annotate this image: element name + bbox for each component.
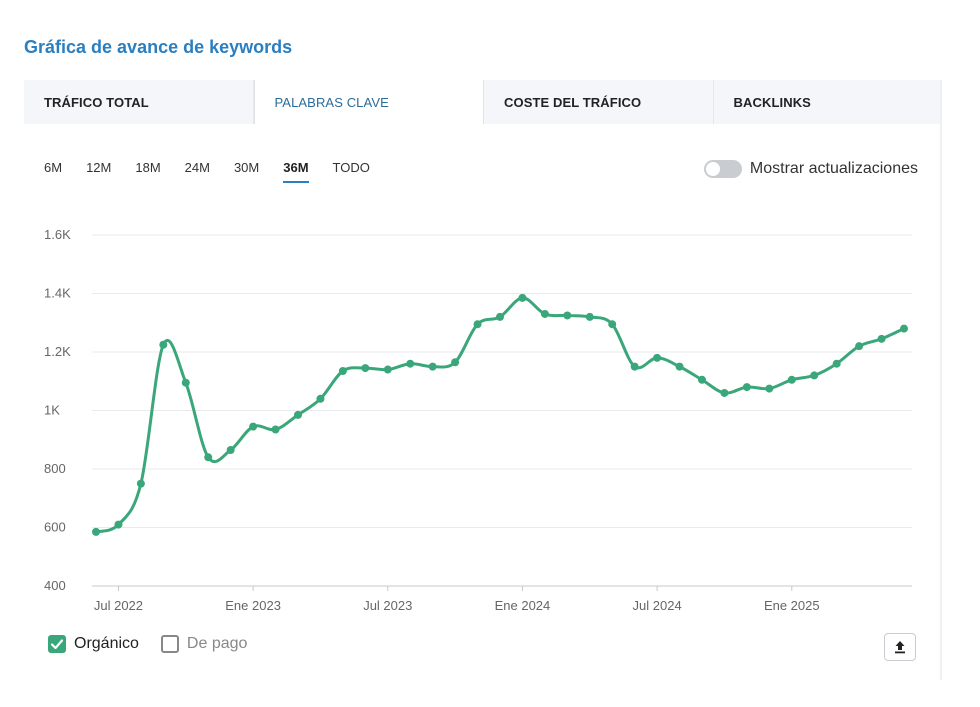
data-point (451, 358, 460, 367)
data-point (608, 320, 617, 329)
data-point (720, 388, 729, 397)
y-tick-label: 600 (44, 520, 66, 535)
data-point (630, 362, 639, 371)
data-point (428, 362, 437, 371)
export-button[interactable] (884, 633, 916, 661)
data-point (338, 367, 347, 376)
legend: Orgánico De pago (48, 635, 269, 653)
range-6m[interactable]: 6M (44, 160, 63, 175)
chart-panel: TRÁFICO TOTAL PALABRAS CLAVE COSTE DEL T… (24, 80, 942, 680)
tab-backlinks[interactable]: BACKLINKS (733, 94, 811, 110)
data-point (226, 445, 235, 454)
updates-toggle-group: Mostrar actualizaciones (703, 160, 918, 178)
data-point (496, 312, 504, 321)
data-point (204, 453, 213, 462)
data-point (877, 334, 886, 343)
x-tick-label: Ene 2023 (225, 598, 281, 613)
panel-edge (940, 80, 942, 680)
de-pago-checkbox[interactable] (160, 635, 179, 653)
tab-coste-trafico[interactable]: COSTE DEL TRÁFICO (484, 80, 714, 124)
x-tick-label: Jul 2023 (363, 598, 412, 613)
x-tick-label: Ene 2024 (495, 598, 551, 613)
data-point (92, 527, 100, 536)
range-18m[interactable]: 18M (135, 160, 161, 175)
x-tick-label: Jul 2024 (633, 598, 682, 613)
data-point (316, 394, 325, 403)
data-point (271, 425, 280, 434)
data-point (585, 312, 594, 321)
data-point (249, 422, 258, 431)
tab-bar: TRÁFICO TOTAL PALABRAS CLAVE COSTE DEL T… (24, 80, 942, 124)
check-icon (50, 639, 64, 650)
range-30m[interactable]: 30M (233, 160, 260, 175)
data-point (136, 479, 145, 488)
data-point (406, 359, 415, 368)
range-selector: 6M 12M 18M 24M 30M 36M TODO (44, 160, 394, 183)
y-tick-label: 1.4K (44, 286, 71, 301)
x-tick-label: Jul 2022 (94, 598, 143, 613)
legend-label-organico: Orgánico (74, 635, 139, 652)
organico-checkbox[interactable] (48, 635, 66, 653)
data-point (900, 324, 908, 333)
data-point (787, 375, 796, 384)
upload-icon (895, 641, 905, 654)
data-point (653, 353, 662, 362)
y-tick-label: 1.6K (44, 227, 71, 242)
updates-toggle-label: Mostrar actualizaciones (749, 160, 918, 177)
y-tick-label: 1K (44, 403, 60, 418)
legend-item-de-pago[interactable]: De pago (160, 635, 248, 653)
data-point (832, 359, 841, 368)
range-24m[interactable]: 24M (184, 160, 210, 175)
data-point (698, 375, 706, 384)
y-tick-label: 400 (44, 578, 66, 593)
keyword-line-chart: 400 600 800 1K 1.2K 1.4K 1.6K Jul 2022 Ene 2023 J… (44, 227, 912, 613)
range-12m[interactable]: 12M (86, 160, 112, 175)
data-point (855, 342, 864, 351)
legend-item-organico[interactable]: Orgánico (48, 635, 139, 653)
updates-toggle[interactable] (703, 160, 742, 178)
legend-label-de-pago: De pago (186, 635, 248, 652)
data-point (361, 364, 370, 373)
x-tick-label: Ene 2025 (764, 598, 820, 613)
data-point (114, 520, 123, 529)
range-36m[interactable]: 36M (283, 160, 309, 183)
data-point (181, 378, 190, 387)
page-title: Gráfica de avance de keywords (24, 37, 293, 57)
data-point (159, 340, 168, 349)
data-point (742, 383, 751, 392)
data-point (765, 384, 774, 393)
series-line-organico (95, 296, 905, 534)
data-point (675, 362, 684, 371)
data-point (540, 309, 549, 318)
data-point (473, 320, 482, 329)
data-point (294, 410, 302, 419)
y-tick-label: 1.2K (44, 344, 71, 359)
data-point (563, 311, 572, 320)
y-tick-label: 800 (44, 461, 66, 476)
toggle-knob (705, 162, 720, 176)
tab-palabras-clave[interactable]: PALABRAS CLAVE (253, 80, 484, 124)
range-todo[interactable]: TODO (332, 160, 370, 175)
data-point (810, 371, 819, 380)
data-point (518, 293, 527, 302)
tab-trafico-total[interactable]: TRÁFICO TOTAL (24, 80, 254, 124)
data-point (383, 365, 392, 374)
